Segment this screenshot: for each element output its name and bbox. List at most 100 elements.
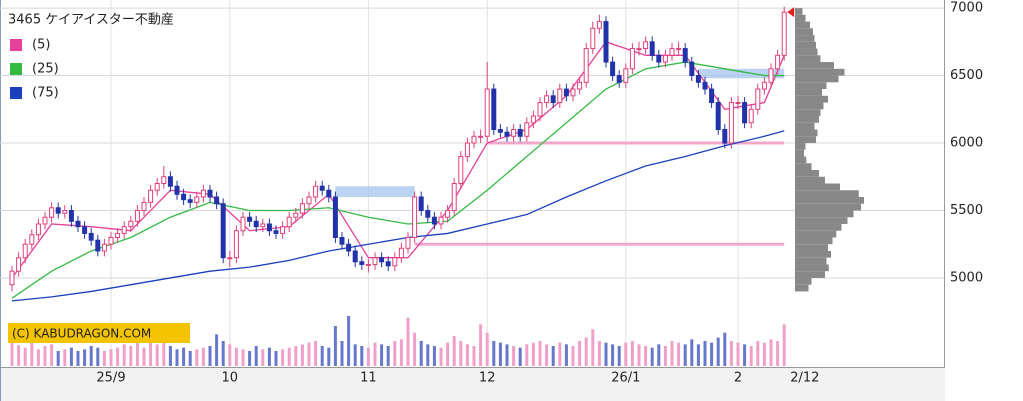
volume-profile-bar: [795, 163, 812, 171]
candle-body: [550, 95, 556, 104]
candle-body: [405, 236, 411, 249]
volume-bar: [294, 346, 298, 366]
volume-profile-bar: [795, 75, 839, 83]
candle-body: [392, 257, 398, 267]
volume-profile-bar: [795, 257, 827, 265]
volume-bar: [267, 347, 271, 366]
x-tick-label: 10: [222, 371, 239, 386]
volume-bar: [76, 351, 80, 366]
candle-body: [101, 243, 107, 252]
candle-body: [722, 129, 728, 144]
volume-profile-bar: [795, 95, 828, 103]
volume-profile-bar: [795, 89, 822, 96]
volume-bar: [50, 344, 54, 366]
last-price-marker: [787, 7, 795, 18]
volume-bar: [531, 342, 535, 366]
candle-body: [194, 196, 200, 203]
volume-bar: [604, 342, 608, 366]
volume-bar: [413, 332, 417, 366]
gap-zone: [698, 68, 785, 79]
volume-bar: [208, 346, 212, 366]
candle-body: [775, 54, 781, 70]
volume-bar: [254, 346, 258, 366]
volume-bar: [446, 342, 450, 366]
candle-body: [497, 129, 503, 133]
candle-body: [643, 41, 649, 50]
legend-swatch: [10, 63, 22, 75]
candle-body: [346, 243, 352, 252]
volume-bar: [591, 329, 595, 366]
candle-body: [682, 48, 688, 63]
volume-bar: [234, 347, 238, 366]
volume-bar: [710, 342, 714, 366]
volume-bar: [142, 347, 146, 366]
candle-body: [174, 185, 180, 195]
candle-body: [649, 41, 655, 56]
candle-body: [563, 88, 569, 97]
legend-label: (75): [32, 86, 59, 101]
volume-bar: [492, 341, 496, 366]
volume-bar: [109, 349, 113, 366]
candle-body: [748, 108, 754, 124]
candle-body: [755, 88, 761, 110]
candle-body: [293, 212, 299, 218]
volume-profile-bar: [795, 122, 815, 130]
volume-bar: [274, 351, 278, 366]
candle-body: [702, 81, 708, 90]
volume-bar: [518, 347, 522, 366]
volume-bar: [287, 347, 291, 366]
volume-profile-bar: [795, 82, 827, 90]
volume-bar: [558, 342, 562, 366]
candle-body: [689, 61, 695, 77]
candle-body: [623, 68, 629, 83]
volume-profile-bar: [795, 170, 819, 177]
candle-body: [227, 257, 233, 260]
candle-body: [220, 203, 226, 259]
candle-body: [214, 196, 220, 205]
volume-bar: [597, 341, 601, 366]
candle-body: [695, 75, 701, 83]
volume-bar: [393, 341, 397, 366]
candle-body: [715, 102, 721, 131]
volume-bar: [347, 316, 351, 366]
volume-bar: [459, 341, 463, 366]
y-tick-label: 5500: [950, 203, 983, 218]
volume-bar: [307, 342, 311, 366]
volume-profile-bar: [795, 102, 824, 110]
x-tick-label: 12: [479, 371, 496, 386]
volume-profile-bar: [795, 210, 854, 218]
copyright: (C) KABUDRAGON.COM: [12, 327, 151, 341]
volume-bar: [406, 317, 410, 366]
volume-profile-bar: [795, 116, 819, 123]
volume-profile-bar: [795, 136, 816, 144]
x-axis-band: [0, 368, 945, 401]
volume-profile-bar: [795, 149, 804, 157]
volume-profile-bar: [795, 55, 821, 63]
volume-bar: [505, 344, 509, 366]
volume-bar: [360, 346, 364, 366]
candle-body: [379, 257, 385, 263]
candle-body: [676, 48, 682, 51]
volume-profile-bar: [795, 143, 806, 150]
gap-zone: [335, 186, 415, 197]
candle-body: [425, 209, 431, 218]
volume-bar: [617, 346, 621, 366]
copyright-box: [8, 323, 190, 343]
volume-profile-bar: [795, 190, 859, 197]
volume-profile-bar: [795, 196, 864, 204]
candle-body: [161, 176, 167, 185]
candle-body: [187, 199, 193, 203]
volume-bar: [261, 349, 265, 366]
volume-bar: [63, 349, 67, 366]
volume-bar: [366, 347, 370, 366]
volume-bar: [228, 344, 232, 366]
candle-body: [75, 220, 81, 228]
x-tick-label: 11: [360, 371, 377, 386]
y-tick-label: 6500: [950, 68, 983, 83]
candle-body: [62, 209, 68, 214]
candle-body: [253, 220, 259, 228]
x-tick-label: 25/9: [96, 371, 125, 386]
candle-body: [128, 220, 134, 228]
candle-body: [577, 81, 583, 90]
layers: 5000 5500 6000 6500 7000 25/9 10 11 12 26/1 2 2/12: [0, 0, 983, 386]
